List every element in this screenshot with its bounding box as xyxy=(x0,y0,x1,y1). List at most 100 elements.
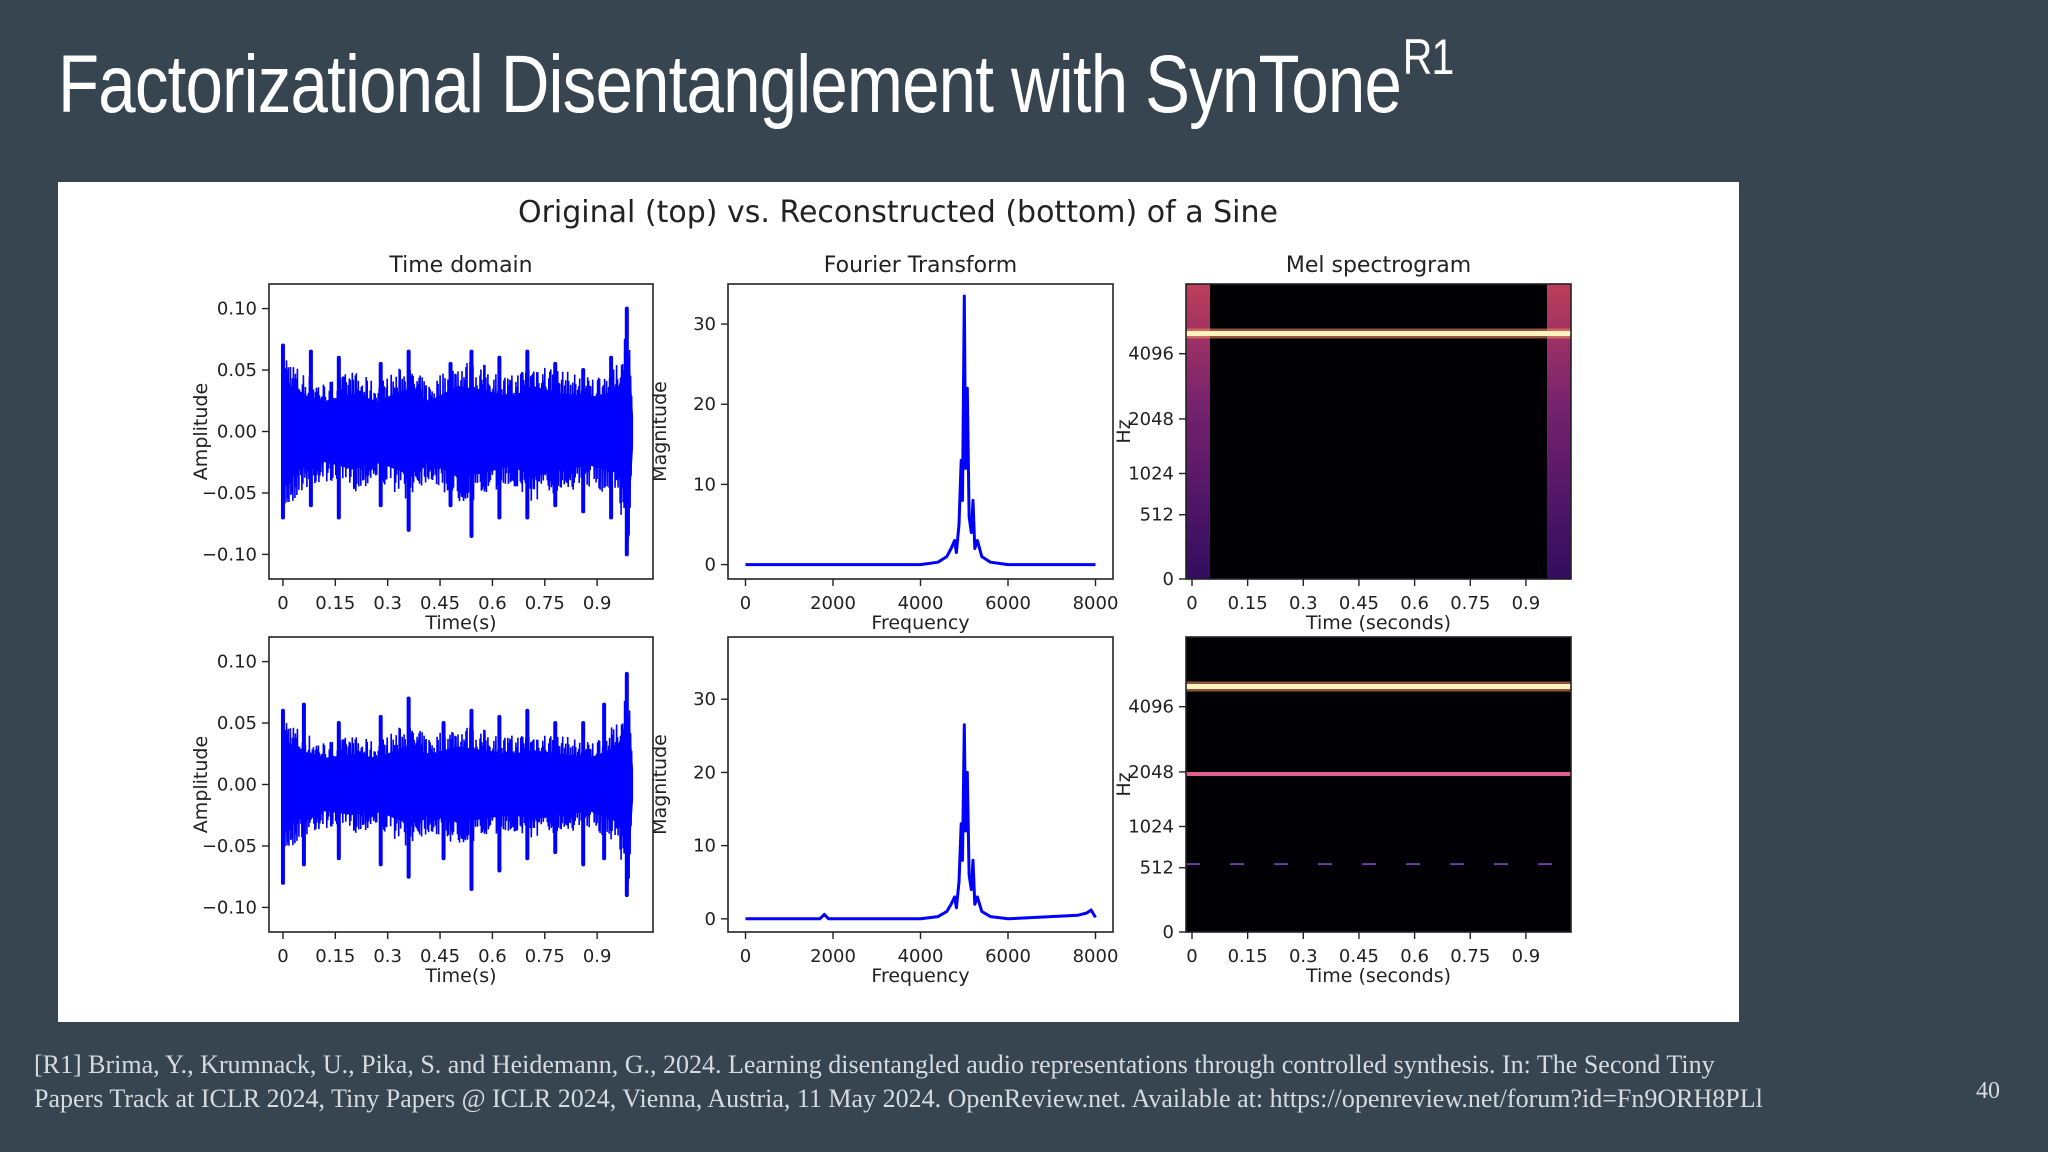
y-axis-label: Hz xyxy=(1113,419,1135,443)
y-tick-label: −0.10 xyxy=(202,544,257,565)
y-tick-label: 20 xyxy=(693,394,716,415)
chart-time_top: Time domain Time(s) Amplitude 0 0.15 0.3 0.45 0… xyxy=(190,253,654,634)
x-tick-label: 4000 xyxy=(898,593,944,614)
y-axis-label: Magnitude xyxy=(649,381,671,482)
x-tick-label: 0 xyxy=(740,946,751,967)
y-tick-label: 512 xyxy=(1140,505,1174,526)
x-tick-label: 0.9 xyxy=(583,946,612,967)
y-tick-label: 2048 xyxy=(1128,762,1174,783)
y-tick-label: 30 xyxy=(693,689,716,710)
y-tick-label: 30 xyxy=(693,314,716,335)
y-tick-label: 0 xyxy=(1163,569,1174,590)
figure-panel: Original (top) vs. Reconstructed (bottom… xyxy=(58,182,1739,1022)
y-axis-label: Hz xyxy=(1113,772,1135,796)
y-axis-label: Amplitude xyxy=(190,736,212,833)
spectrogram-background xyxy=(1186,637,1571,932)
chart-mel_bottom: Time (seconds) Hz 0 0.15 0.3 0.45 0.6 0.75 0.9 0 5… xyxy=(1113,636,1572,987)
plot-area xyxy=(280,671,634,898)
axes-frame xyxy=(727,636,1114,933)
x-tick-label: 0.45 xyxy=(1339,946,1379,967)
x-tick-label: 0.6 xyxy=(1400,593,1429,614)
x-axis-label: Time (seconds) xyxy=(1305,965,1451,987)
x-tick-label: 0.9 xyxy=(1512,946,1541,967)
panel-title: Mel spectrogram xyxy=(1286,253,1471,278)
y-tick-label: 10 xyxy=(693,836,716,857)
x-axis-label: Frequency xyxy=(871,965,969,987)
x-tick-label: 0.45 xyxy=(420,593,460,614)
y-tick-label: 20 xyxy=(693,762,716,783)
plot-area xyxy=(745,294,1096,567)
x-tick-label: 0.15 xyxy=(1228,946,1268,967)
footnote-line-2: Papers Track at ICLR 2024, Tiny Papers @… xyxy=(34,1084,1763,1113)
x-tick-label: 0 xyxy=(1186,946,1197,967)
y-tick-label: −0.05 xyxy=(202,483,257,504)
y-tick-label: 0 xyxy=(705,909,716,930)
axes-frame xyxy=(268,283,654,580)
y-tick-label: 4096 xyxy=(1128,344,1174,365)
x-tick-label: 0.3 xyxy=(373,593,402,614)
footnote-line-1: [R1] Brima, Y., Krumnack, U., Pika, S. a… xyxy=(34,1050,1715,1079)
x-tick-label: 0.6 xyxy=(478,593,507,614)
waveform-line xyxy=(282,700,633,884)
waveform-line xyxy=(282,338,633,542)
x-tick-label: 0.3 xyxy=(1289,946,1318,967)
x-tick-label: 0.3 xyxy=(373,946,402,967)
x-axis-label: Frequency xyxy=(871,612,969,634)
plot-area xyxy=(745,723,1097,921)
y-tick-label: 512 xyxy=(1140,858,1174,879)
spectrum-line xyxy=(745,294,1096,567)
x-tick-label: 0 xyxy=(277,946,288,967)
x-axis-label: Time(s) xyxy=(424,965,496,987)
x-tick-label: 0.45 xyxy=(1339,593,1379,614)
x-tick-label: 0.15 xyxy=(1228,593,1268,614)
figure-svg: Original (top) vs. Reconstructed (bottom… xyxy=(190,195,1572,987)
slide-title: Factorizational Disentanglement with Syn… xyxy=(58,29,1455,130)
x-tick-label: 0 xyxy=(1186,593,1197,614)
x-tick-label: 8000 xyxy=(1073,946,1119,967)
y-tick-label: −0.05 xyxy=(202,836,257,857)
plot-area xyxy=(280,306,634,557)
x-tick-label: 8000 xyxy=(1073,593,1119,614)
x-tick-label: 0 xyxy=(740,593,751,614)
x-tick-label: 2000 xyxy=(810,946,856,967)
y-tick-label: 0.10 xyxy=(217,652,257,673)
y-tick-label: 0.00 xyxy=(217,422,257,443)
title-superscript: R1 xyxy=(1402,29,1455,85)
axes-frame xyxy=(727,283,1114,580)
x-tick-label: 0.15 xyxy=(315,946,355,967)
x-axis-label: Time(s) xyxy=(424,612,496,634)
spectrogram-background xyxy=(1186,284,1571,579)
spectrogram-edge-left xyxy=(1186,284,1210,579)
y-axis-label: Magnitude xyxy=(649,734,671,835)
y-tick-label: 10 xyxy=(693,474,716,495)
panel-title: Fourier Transform xyxy=(824,253,1017,278)
y-axis-label: Amplitude xyxy=(190,383,212,480)
spectrum-line xyxy=(745,723,1097,921)
x-tick-label: 0.6 xyxy=(478,946,507,967)
axes-frame xyxy=(1185,283,1572,580)
y-tick-label: 1024 xyxy=(1128,463,1174,484)
chart-fft_bottom: Frequency Magnitude 0 2000 4000 6000 8000 0 10 20… xyxy=(649,636,1119,987)
x-tick-label: 2000 xyxy=(810,593,856,614)
x-tick-label: 0 xyxy=(277,593,288,614)
chart-fft_top: Fourier Transform Frequency Magnitude 0 2000… xyxy=(649,253,1118,634)
axes-frame xyxy=(268,636,654,933)
y-tick-label: 4096 xyxy=(1128,697,1174,718)
axes-frame xyxy=(1185,636,1572,933)
chart-mel_top: Mel spectrogram Time (seconds) Hz 0 0.15 0.3 0… xyxy=(1113,253,1572,634)
y-tick-label: 1024 xyxy=(1128,816,1174,837)
x-tick-label: 0.6 xyxy=(1400,946,1429,967)
x-tick-label: 4000 xyxy=(898,946,944,967)
x-tick-label: 0.45 xyxy=(420,946,460,967)
x-tick-label: 0.3 xyxy=(1289,593,1318,614)
y-tick-label: 2048 xyxy=(1128,409,1174,430)
x-tick-label: 0.9 xyxy=(1512,593,1541,614)
y-tick-label: 0 xyxy=(1163,922,1174,943)
reference-footnote: [R1] Brima, Y., Krumnack, U., Pika, S. a… xyxy=(34,1048,1964,1116)
x-tick-label: 0.15 xyxy=(315,593,355,614)
x-tick-label: 6000 xyxy=(985,946,1031,967)
x-tick-label: 0.75 xyxy=(1450,593,1490,614)
x-tick-label: 0.75 xyxy=(525,946,565,967)
y-tick-label: 0.05 xyxy=(217,360,257,381)
y-tick-label: 0.10 xyxy=(217,299,257,320)
